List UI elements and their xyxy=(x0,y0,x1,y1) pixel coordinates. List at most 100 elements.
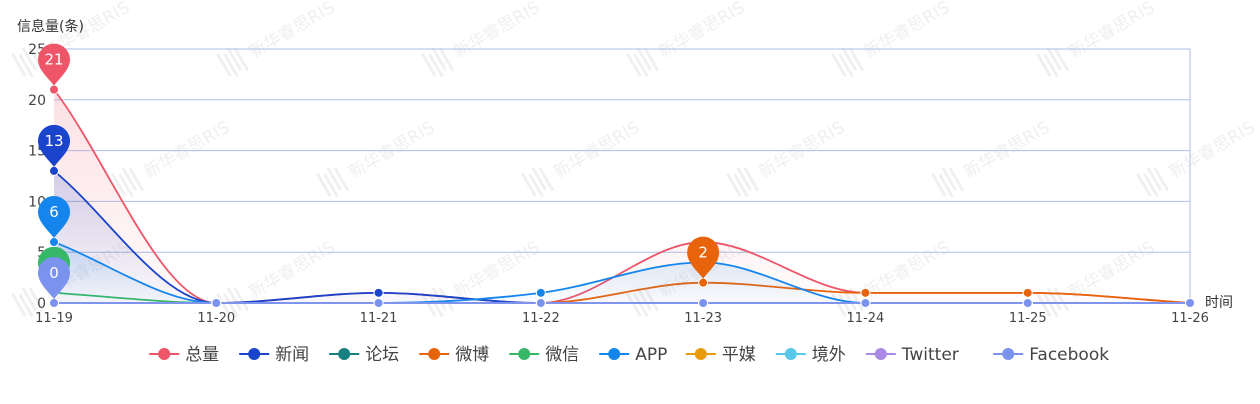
watermark-logo-bar xyxy=(233,47,250,72)
data-point[interactable] xyxy=(49,298,59,308)
legend-item-app[interactable]: APP xyxy=(599,345,667,365)
watermark-text: 新华睿思RIS xyxy=(860,0,953,63)
legend-dot xyxy=(158,348,171,360)
watermark-logo-bar xyxy=(636,46,652,71)
legend-dot xyxy=(518,348,531,360)
watermark-mark: 新华睿思RIS xyxy=(111,118,233,198)
watermark-mark: 新华睿思RIS xyxy=(316,118,438,198)
legend-label: 论坛 xyxy=(365,345,399,365)
legend-item-微信[interactable]: 微信 xyxy=(509,345,579,365)
watermark-logo-bar xyxy=(326,166,342,191)
watermark-mark: 新华睿思RIS xyxy=(421,238,543,318)
watermark-text: 新华睿思RIS xyxy=(655,0,748,63)
data-point[interactable] xyxy=(698,298,709,308)
legend-item-平媒[interactable]: 平媒 xyxy=(685,345,756,365)
marker-pin[interactable] xyxy=(38,124,70,167)
watermark-logo-bar xyxy=(21,286,37,311)
x-tick-label: 11-25 xyxy=(1009,311,1047,326)
data-point[interactable] xyxy=(535,287,546,298)
watermark-logo-bar xyxy=(1043,53,1059,78)
watermark-logo-bar xyxy=(643,47,660,72)
watermark-logo-bar xyxy=(233,287,250,312)
watermark-logo-bar xyxy=(841,46,857,71)
marker-pin[interactable] xyxy=(687,236,720,279)
y-tick-label: 0 xyxy=(37,296,46,312)
watermark-logo-bar xyxy=(1136,172,1152,197)
watermark-logo-bar xyxy=(28,287,45,312)
x-tick-label: 11-20 xyxy=(197,311,235,326)
data-point[interactable] xyxy=(373,298,384,308)
data-point[interactable] xyxy=(211,298,222,308)
legend-item-facebook[interactable]: Facebook xyxy=(993,345,1109,365)
marker-pin[interactable] xyxy=(38,43,70,86)
x-tick-label: 11-19 xyxy=(35,311,73,326)
x-tick-label: 11-24 xyxy=(847,311,885,326)
watermark-logo-bar xyxy=(626,52,642,77)
watermark-logo-bar xyxy=(111,172,127,197)
marker-pin[interactable] xyxy=(38,196,70,239)
marker-label: 13 xyxy=(44,132,63,150)
data-point[interactable] xyxy=(698,277,709,288)
data-point[interactable] xyxy=(535,298,546,308)
legend-item-微博[interactable]: 微博 xyxy=(419,345,489,365)
watermark-mark: 新华睿思RIS xyxy=(1036,238,1158,318)
legend-item-新闻[interactable]: 新闻 xyxy=(239,345,309,365)
watermark-logo-bar xyxy=(838,53,854,78)
watermark-logo-bar xyxy=(531,166,547,191)
watermark-logo-bar xyxy=(528,173,544,198)
legend-dot xyxy=(784,348,797,360)
data-point[interactable] xyxy=(49,165,59,176)
legend-label: 微信 xyxy=(545,345,579,365)
data-point[interactable] xyxy=(860,298,871,308)
data-point[interactable] xyxy=(1022,287,1033,298)
legend-item-总量[interactable]: 总量 xyxy=(149,345,219,365)
x-tick-label: 11-26 xyxy=(1171,311,1209,326)
legend-item-论坛[interactable]: 论坛 xyxy=(329,345,399,365)
watermark-logo-bar xyxy=(226,46,242,71)
watermark-mark: 新华睿思RIS xyxy=(421,0,543,78)
watermark-logo-bar xyxy=(538,167,555,192)
data-point[interactable] xyxy=(49,84,59,95)
data-point[interactable] xyxy=(1022,298,1033,308)
x-tick-label: 11-23 xyxy=(684,311,722,326)
data-point[interactable] xyxy=(49,237,59,248)
watermark-mark: 新华睿思RIS xyxy=(216,238,338,318)
watermark-text: 新华睿思RIS xyxy=(1065,0,1158,63)
legend-label: 境外 xyxy=(812,345,846,365)
watermark-logo-bar xyxy=(226,286,242,311)
legend-item-境外[interactable]: 境外 xyxy=(775,345,846,365)
watermark-logo-bar xyxy=(431,46,447,71)
watermark-logo-bar xyxy=(831,52,847,77)
watermark-logo-bar xyxy=(128,167,145,192)
watermark-logo-bar xyxy=(323,173,339,198)
data-point[interactable] xyxy=(373,287,384,298)
marker-pin[interactable] xyxy=(38,257,70,299)
legend-item-twitter[interactable]: Twitter xyxy=(865,345,959,365)
watermark-logo-bar xyxy=(11,52,27,77)
series-group xyxy=(53,89,1191,304)
data-point[interactable] xyxy=(860,287,871,298)
legend: 总量 新闻 论坛 微博 微信 APP 平媒 境外 Twitter Facebook xyxy=(149,345,1109,365)
data-point[interactable] xyxy=(1185,298,1195,308)
watermark-logo-bar xyxy=(1053,47,1070,72)
watermark-logo-bar xyxy=(848,47,865,72)
marker-label: 6 xyxy=(49,203,59,221)
watermark-mark: 新华睿思RIS xyxy=(726,118,848,198)
legend-label: APP xyxy=(635,345,667,365)
watermark-logo-bar xyxy=(633,53,649,78)
watermark-logo-bar xyxy=(1153,167,1170,192)
watermark-mark: 新华睿思RIS xyxy=(831,238,953,318)
marker-label: 0 xyxy=(49,264,59,282)
watermark-logo-bar xyxy=(216,292,232,317)
watermark-logo-bar xyxy=(1046,46,1062,71)
watermark-logo-bar xyxy=(938,173,954,198)
watermark-logo-bar xyxy=(118,173,134,198)
legend-dot xyxy=(248,348,261,360)
watermark-logo-bar xyxy=(316,172,332,197)
legend-label: 新闻 xyxy=(275,345,309,365)
x-axis-label: 时间 xyxy=(1205,295,1233,311)
watermark-logo-bar xyxy=(931,172,947,197)
x-tick-label: 11-22 xyxy=(522,311,560,326)
